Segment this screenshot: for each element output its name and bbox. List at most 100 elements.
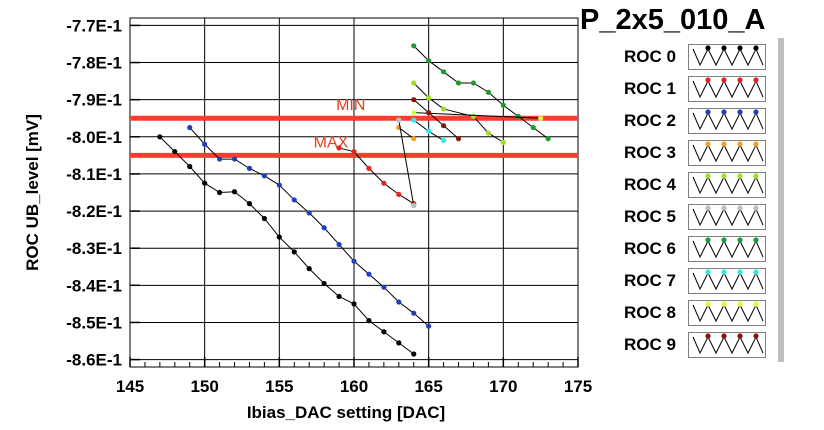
legend-dot <box>737 333 743 339</box>
legend-swatch <box>688 268 766 294</box>
legend-swatch <box>688 332 766 358</box>
x-tick-label: 170 <box>489 377 517 396</box>
data-point <box>411 43 417 49</box>
legend-label: ROC 8 <box>624 303 676 322</box>
limit-label-min: MIN <box>336 97 365 114</box>
legend-label: ROC 2 <box>624 111 676 130</box>
legend-dot <box>721 77 727 83</box>
data-point <box>351 301 357 307</box>
data-point <box>396 340 402 346</box>
legend-dot <box>737 173 743 179</box>
legend-dot <box>737 109 743 115</box>
y-tick-label: -8.2E-1 <box>66 202 122 221</box>
series-roc-9 <box>411 97 462 142</box>
legend-dot <box>721 173 727 179</box>
legend-dot <box>737 301 743 307</box>
legend-dot <box>721 269 727 275</box>
legend-line <box>692 303 764 323</box>
data-point <box>455 136 462 142</box>
data-point <box>500 139 506 145</box>
data-point <box>500 102 506 108</box>
x-tick-label: 165 <box>414 377 442 396</box>
data-point <box>396 191 402 197</box>
legend-dot <box>737 45 743 51</box>
y-tick-label: -8.5E-1 <box>66 313 122 332</box>
x-axis-ticks: 145 150 155 160 165 170 175 <box>116 357 592 396</box>
legend-label: ROC 4 <box>624 175 676 194</box>
data-point <box>411 136 417 142</box>
data-point <box>381 329 387 335</box>
legend-dot <box>753 333 759 339</box>
data-point <box>426 95 432 101</box>
legend-label: ROC 5 <box>624 207 676 226</box>
legend-dot <box>705 45 711 51</box>
legend-label: ROC 1 <box>624 79 676 98</box>
legend-dot <box>721 141 727 147</box>
data-point <box>530 124 536 131</box>
series-line <box>413 99 459 140</box>
legend-dot <box>753 269 759 275</box>
legend-marker-line <box>692 109 764 131</box>
data-point <box>545 136 551 142</box>
legend-entry-roc-2: ROC 2 <box>590 108 778 134</box>
data-point <box>351 149 357 155</box>
series-line <box>413 82 504 143</box>
data-point <box>381 284 387 290</box>
data-point <box>441 69 447 75</box>
data-point <box>261 215 267 222</box>
x-tick-label: 150 <box>190 377 218 396</box>
legend-dot <box>721 205 727 211</box>
data-point <box>291 249 297 255</box>
legend-entry-roc-0: ROC 0 <box>590 44 778 70</box>
data-point <box>246 201 253 207</box>
data-point <box>336 145 342 151</box>
legend-marker-line <box>692 237 764 259</box>
legend-dot <box>705 109 711 115</box>
legend-swatch <box>688 44 766 70</box>
y-tick-label: -7.7E-1 <box>66 16 122 35</box>
data-point <box>291 197 297 203</box>
data-point <box>351 258 357 264</box>
data-point <box>217 189 223 196</box>
data-point <box>187 163 193 170</box>
legend-dot <box>721 109 727 115</box>
x-tick-label: 145 <box>116 377 144 396</box>
data-point <box>441 137 447 144</box>
legend-swatch <box>688 172 766 198</box>
legend-entry-roc-3: ROC 3 <box>590 140 778 166</box>
legend-swatch <box>688 204 766 230</box>
legend-dot <box>737 141 743 147</box>
data-point <box>276 182 282 188</box>
legend-marker-line <box>692 205 764 227</box>
y-tick-label: -8.3E-1 <box>66 239 122 258</box>
series-roc-4 <box>411 80 506 145</box>
legend-entry-roc-1: ROC 1 <box>590 76 778 102</box>
legend-label: ROC 6 <box>624 239 676 258</box>
legend-dot <box>721 237 727 243</box>
data-point <box>306 266 312 272</box>
data-point <box>336 293 342 300</box>
data-point <box>336 241 342 248</box>
legend-marker-line <box>692 173 764 195</box>
legend-line <box>692 47 764 67</box>
legend-dot <box>705 237 711 243</box>
legend-dot <box>705 205 711 211</box>
y-axis-ticks: -7.7E-1 -7.8E-1 -7.9E-1 -8.0E-1 -8.1E-1 -8.2E… <box>66 16 140 370</box>
data-point <box>441 106 447 112</box>
y-tick-label: -8.6E-1 <box>66 351 122 370</box>
data-point <box>231 156 238 162</box>
legend-dot <box>705 301 711 307</box>
data-point <box>202 141 208 147</box>
series-roc-5 <box>396 117 417 209</box>
data-point <box>411 110 417 116</box>
data-point <box>366 165 372 171</box>
legend-line <box>692 175 764 195</box>
data-point <box>538 115 544 121</box>
data-point <box>470 80 477 86</box>
legend-swatch <box>688 300 766 326</box>
data-point <box>411 117 417 123</box>
legend-dot <box>737 77 743 83</box>
